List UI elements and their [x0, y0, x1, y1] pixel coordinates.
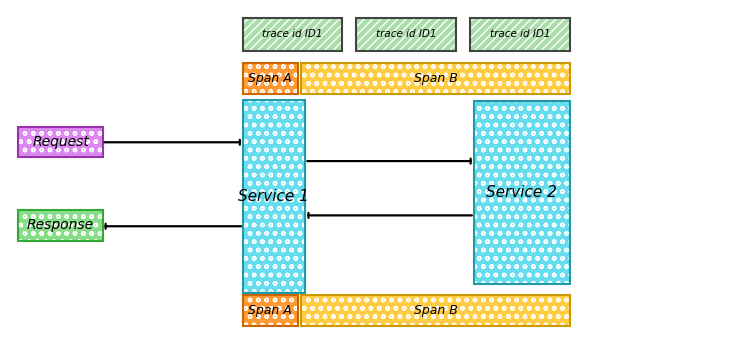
Text: trace id ID1: trace id ID1: [262, 29, 323, 39]
Bar: [301, 295, 570, 326]
Text: Span A: Span A: [248, 72, 292, 85]
Bar: [243, 63, 298, 94]
Bar: [356, 18, 456, 51]
Bar: [243, 63, 298, 94]
Bar: [243, 295, 298, 326]
Bar: [301, 295, 570, 326]
Bar: [470, 18, 570, 51]
Bar: [474, 101, 570, 284]
Bar: [470, 18, 570, 51]
Text: Span A: Span A: [248, 304, 292, 317]
Text: Request: Request: [32, 135, 89, 149]
Text: Response: Response: [27, 218, 94, 232]
Bar: [243, 295, 298, 326]
Text: trace id ID1: trace id ID1: [376, 29, 437, 39]
Text: Service 2: Service 2: [487, 185, 557, 200]
Text: Span B: Span B: [414, 72, 457, 85]
Bar: [301, 63, 570, 94]
Bar: [18, 210, 103, 241]
Bar: [18, 127, 103, 157]
Bar: [470, 18, 570, 51]
Bar: [356, 18, 456, 51]
Bar: [301, 63, 570, 94]
Text: trace id ID1: trace id ID1: [490, 29, 551, 39]
Bar: [474, 101, 570, 284]
Bar: [243, 18, 342, 51]
Bar: [243, 100, 305, 293]
Bar: [243, 295, 298, 326]
Bar: [18, 210, 103, 241]
Bar: [18, 127, 103, 157]
Bar: [301, 295, 570, 326]
Bar: [243, 100, 305, 293]
Text: Service 1: Service 1: [238, 189, 309, 204]
Bar: [243, 63, 298, 94]
Bar: [356, 18, 456, 51]
Bar: [243, 18, 342, 51]
Bar: [243, 18, 342, 51]
Bar: [18, 127, 103, 157]
Bar: [18, 210, 103, 241]
Text: Span B: Span B: [414, 304, 457, 317]
Bar: [301, 63, 570, 94]
Bar: [243, 100, 305, 293]
Bar: [474, 101, 570, 284]
